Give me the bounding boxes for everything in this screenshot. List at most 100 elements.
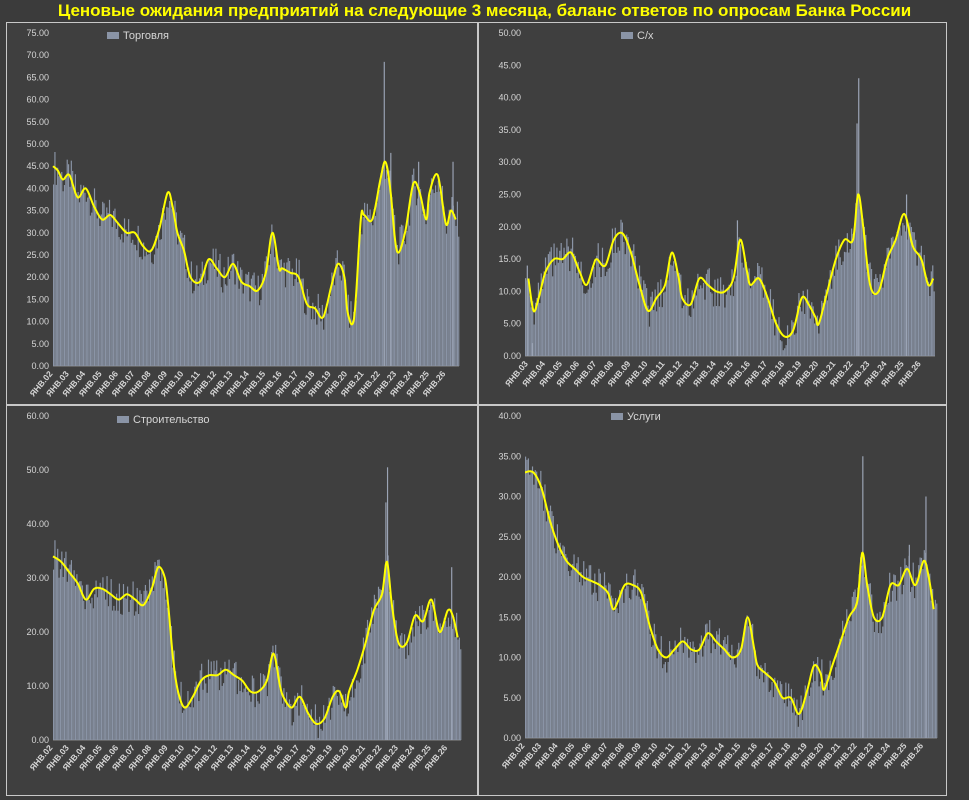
bar — [833, 677, 835, 738]
bar — [594, 573, 596, 738]
bar — [742, 267, 745, 356]
bar — [584, 293, 586, 356]
bar — [440, 196, 442, 366]
bar — [103, 589, 105, 740]
bar — [775, 319, 777, 356]
bar — [277, 665, 279, 740]
bar — [658, 306, 661, 356]
y-tick-label: 5.00 — [503, 693, 521, 703]
bar — [910, 226, 913, 356]
bar — [287, 258, 289, 366]
bar — [128, 611, 130, 740]
bar — [530, 307, 532, 356]
chart-panel-construction: 0.00 10.00 20.00 30.00 40.00 50.00 60.00 ЯНВ.02… — [6, 405, 478, 796]
bar — [198, 701, 200, 740]
bar — [391, 606, 393, 740]
bar — [199, 670, 201, 740]
bar — [355, 300, 358, 366]
bars-group — [53, 467, 462, 740]
bar — [111, 226, 113, 366]
bar — [853, 591, 855, 738]
bar — [432, 620, 434, 740]
bar — [408, 655, 410, 740]
bar — [747, 271, 749, 356]
bar — [236, 694, 238, 740]
bar — [818, 686, 820, 738]
bar — [286, 692, 288, 740]
bar — [426, 214, 428, 366]
bar — [370, 222, 373, 366]
bar — [880, 633, 882, 738]
bar — [886, 604, 888, 738]
bar — [451, 197, 453, 366]
bar — [302, 704, 304, 740]
bar — [453, 617, 455, 740]
bar — [791, 320, 793, 356]
bar — [912, 562, 914, 738]
bar — [547, 254, 549, 356]
bar — [760, 665, 762, 738]
bar — [608, 267, 611, 356]
bar — [282, 268, 284, 366]
bar — [630, 266, 632, 356]
bar — [173, 650, 175, 740]
bar — [263, 277, 265, 366]
bar — [601, 247, 604, 356]
bar — [925, 278, 927, 356]
bar — [912, 231, 914, 356]
bar — [832, 679, 834, 738]
bar — [664, 291, 666, 356]
bar-spike — [736, 220, 739, 356]
bar — [225, 674, 227, 740]
bar — [725, 294, 727, 356]
bar — [817, 657, 819, 738]
bar — [749, 623, 751, 738]
bar — [284, 706, 286, 740]
bar — [543, 510, 545, 738]
bar-spike — [856, 123, 858, 356]
bar — [118, 583, 120, 740]
bar — [765, 674, 768, 738]
bar — [707, 639, 709, 738]
bar — [65, 551, 67, 740]
bar — [211, 263, 213, 366]
bar — [431, 605, 433, 740]
bar — [891, 590, 894, 738]
bar — [366, 619, 369, 740]
moving-average-line — [524, 470, 935, 715]
bar — [865, 576, 867, 738]
bar — [201, 261, 203, 366]
bar — [280, 259, 282, 366]
bar — [406, 230, 408, 366]
bar — [257, 701, 259, 740]
bar — [126, 236, 128, 366]
bar — [630, 599, 632, 738]
bar — [88, 600, 90, 740]
bar — [175, 212, 177, 366]
bar — [446, 626, 448, 740]
bar — [858, 574, 860, 738]
bar — [105, 599, 107, 740]
bar — [424, 209, 426, 366]
bar — [207, 659, 210, 740]
bar-spike — [925, 496, 927, 738]
bar — [718, 628, 720, 738]
bar — [903, 225, 905, 356]
bar — [440, 626, 443, 740]
bar — [207, 280, 209, 366]
bar — [662, 668, 664, 738]
bar — [401, 633, 403, 740]
bar — [121, 614, 123, 740]
bar — [851, 596, 853, 738]
bar-spike — [418, 161, 420, 366]
bar — [767, 672, 769, 738]
bar — [407, 212, 409, 366]
bar — [581, 285, 584, 356]
bar — [721, 646, 723, 738]
bar — [762, 297, 764, 356]
bar — [853, 227, 856, 356]
bar — [835, 667, 837, 738]
bar — [372, 623, 374, 740]
bar — [607, 268, 609, 356]
bar — [653, 310, 655, 356]
